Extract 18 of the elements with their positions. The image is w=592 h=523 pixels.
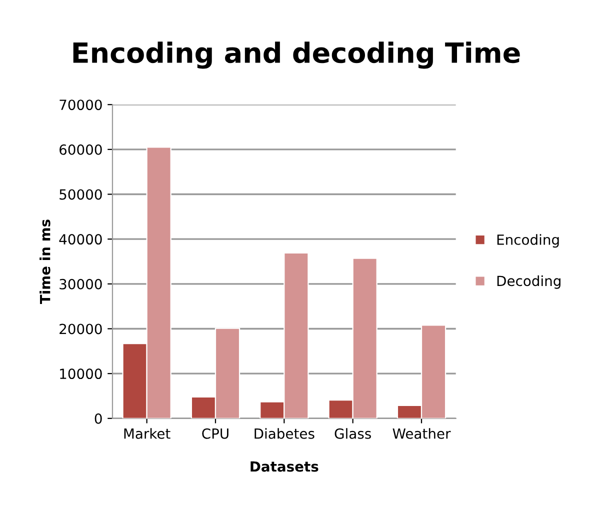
x-tick-label: Weather xyxy=(392,428,451,439)
legend-label: Encoding xyxy=(497,234,559,248)
y-tick-label: 20000 xyxy=(60,324,102,334)
chart-title: Encoding and decoding Time xyxy=(73,42,520,69)
x-tick-label: CPU xyxy=(202,428,228,439)
y-tick-label: 40000 xyxy=(59,234,102,245)
y-tick-label: 0 xyxy=(94,413,102,424)
y-tick-label: 70000 xyxy=(60,100,102,110)
y-axis-title: Time in ms xyxy=(40,220,50,304)
x-axis-title: Datasets xyxy=(250,461,318,472)
legend-label: Decoding xyxy=(497,275,560,289)
y-tick-label: 30000 xyxy=(60,278,102,290)
y-tick-label: 60000 xyxy=(60,144,102,155)
x-tick-label: Diabetes xyxy=(254,428,314,439)
x-tick-label: Glass xyxy=(334,428,371,439)
y-tick-label: 10000 xyxy=(60,368,102,380)
x-tick-label: Market xyxy=(124,428,170,439)
y-tick-label: 50000 xyxy=(60,189,102,200)
